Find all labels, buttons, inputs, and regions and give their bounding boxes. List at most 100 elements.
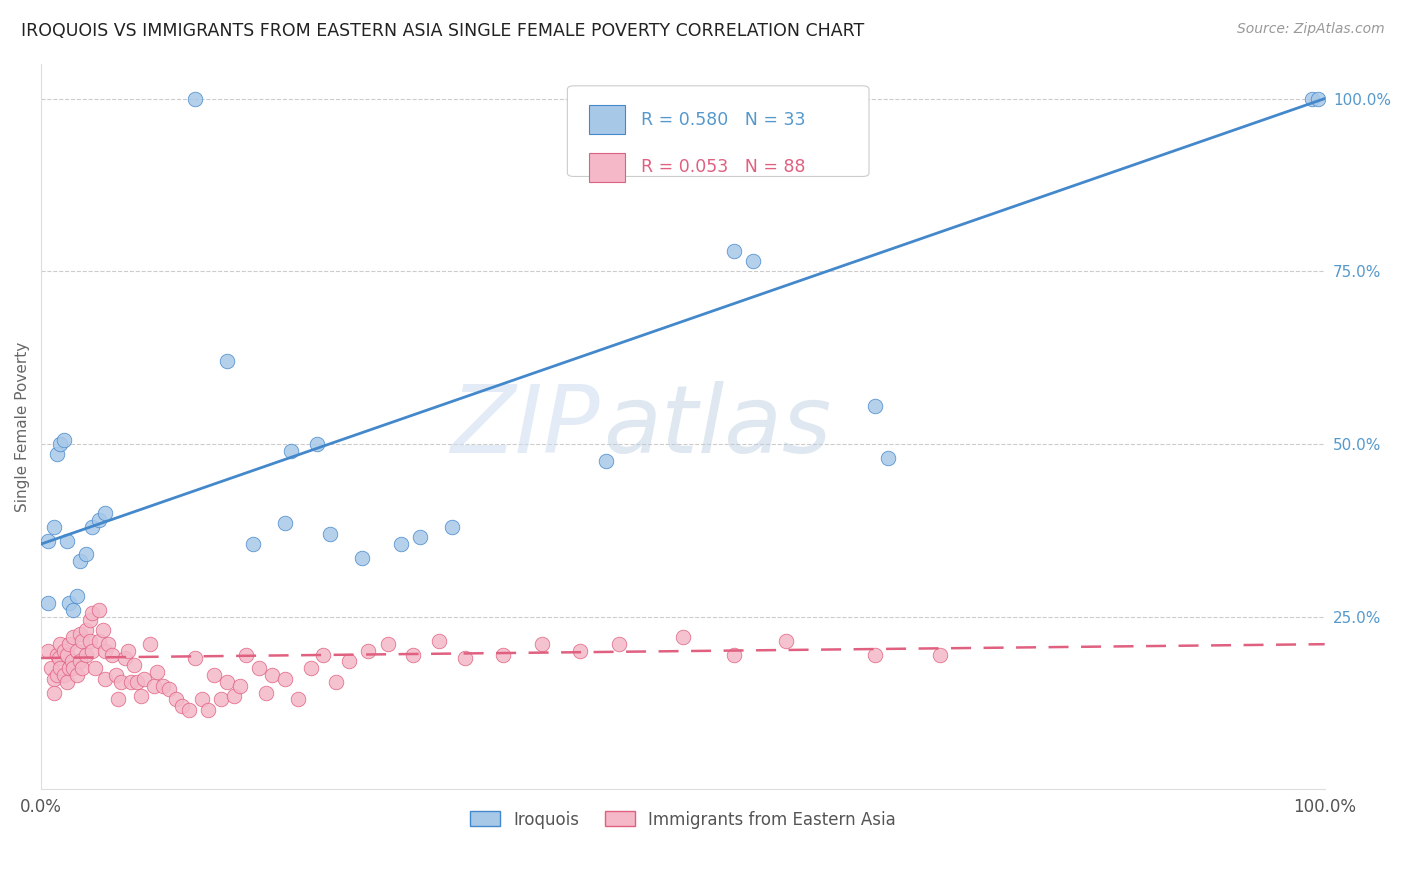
Point [37, 644, 59, 658]
Point [82, 520, 104, 534]
Point [66, 644, 89, 658]
Point [75, 648, 97, 662]
Point [62, 630, 84, 644]
Point [91, 624, 114, 638]
Point [229, 679, 252, 693]
Point [190, 692, 212, 706]
FancyBboxPatch shape [589, 105, 626, 135]
Point [55, 675, 77, 690]
Point [66, 589, 89, 603]
Point [122, 657, 145, 672]
Point [152, 679, 174, 693]
Text: ZIP: ZIP [450, 381, 599, 472]
Point [672, 630, 695, 644]
Point [37, 533, 59, 548]
Point [287, 692, 309, 706]
Point [222, 689, 245, 703]
Point [45, 668, 67, 682]
Point [165, 692, 187, 706]
Point [274, 672, 297, 686]
Point [104, 668, 127, 682]
Point [172, 699, 194, 714]
Point [53, 644, 76, 658]
Point [100, 648, 122, 662]
FancyBboxPatch shape [568, 86, 869, 177]
Point [723, 244, 745, 258]
Point [143, 679, 166, 693]
Point [377, 637, 399, 651]
Point [69, 554, 91, 568]
Point [139, 637, 162, 651]
Point [877, 450, 900, 465]
Point [42, 520, 65, 534]
Point [69, 627, 91, 641]
Point [280, 443, 302, 458]
Text: atlas: atlas [603, 381, 831, 472]
Point [41, 661, 63, 675]
Point [127, 675, 149, 690]
Point [58, 661, 80, 675]
Point [775, 633, 797, 648]
Point [242, 537, 264, 551]
Point [928, 648, 950, 662]
Point [70, 633, 93, 648]
Point [66, 668, 89, 682]
Point [53, 434, 76, 448]
Point [45, 648, 67, 662]
Point [299, 661, 322, 675]
Point [62, 602, 84, 616]
Point [742, 253, 765, 268]
Point [79, 613, 101, 627]
Point [87, 633, 110, 648]
Point [120, 675, 142, 690]
Text: R = 0.580   N = 33: R = 0.580 N = 33 [641, 111, 806, 129]
Point [409, 530, 432, 544]
Point [235, 648, 257, 662]
Point [184, 651, 207, 665]
Point [58, 637, 80, 651]
Point [1308, 92, 1330, 106]
Point [427, 633, 450, 648]
Point [45, 447, 67, 461]
Y-axis label: Single Female Poverty: Single Female Poverty [15, 342, 30, 512]
Point [184, 92, 207, 106]
Point [723, 648, 745, 662]
Point [55, 648, 77, 662]
Point [262, 668, 284, 682]
Point [114, 651, 136, 665]
Point [69, 655, 91, 669]
Text: R = 0.053   N = 88: R = 0.053 N = 88 [641, 158, 806, 176]
Point [247, 661, 270, 675]
Point [82, 606, 104, 620]
Point [55, 533, 77, 548]
Point [94, 672, 117, 686]
Point [197, 703, 219, 717]
Point [569, 644, 592, 658]
Text: IROQUOIS VS IMMIGRANTS FROM EASTERN ASIA SINGLE FEMALE POVERTY CORRELATION CHART: IROQUOIS VS IMMIGRANTS FROM EASTERN ASIA… [21, 22, 865, 40]
Point [202, 668, 225, 682]
FancyBboxPatch shape [589, 153, 626, 182]
Point [865, 648, 887, 662]
Point [110, 675, 132, 690]
Point [58, 596, 80, 610]
Point [84, 661, 107, 675]
Point [97, 637, 120, 651]
Point [62, 661, 84, 675]
Point [82, 644, 104, 658]
Point [402, 648, 425, 662]
Point [145, 665, 167, 679]
Point [177, 703, 200, 717]
Point [312, 648, 335, 662]
Point [209, 692, 232, 706]
Point [94, 506, 117, 520]
Point [49, 637, 72, 651]
Point [42, 685, 65, 699]
Point [865, 399, 887, 413]
Point [42, 672, 65, 686]
Point [307, 437, 329, 451]
Point [129, 689, 152, 703]
Point [357, 644, 380, 658]
Point [159, 682, 181, 697]
Point [37, 596, 59, 610]
Point [389, 537, 412, 551]
